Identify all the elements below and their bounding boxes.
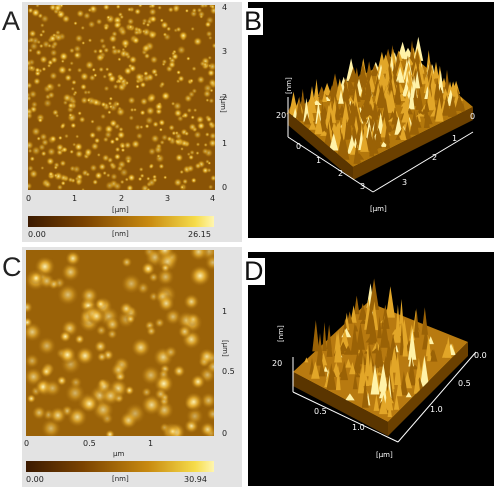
a-x-unit: [µm] [112,206,129,214]
a-y-tick-2: 2 [222,93,228,102]
b-side-tick-2: 2 [432,153,438,162]
panel-label-b: B [243,6,264,36]
b-side-tick-0: 0 [470,112,476,121]
b-z-unit: [nm] [285,77,293,94]
c-colorbar-min: 0.00 [26,475,44,484]
d-side-tick-0-5: 0.5 [458,379,471,388]
a-y-tick-0: 0 [222,183,228,192]
d-side-tick-1-0: 1.0 [430,405,443,414]
b-front-tick-0: 0 [296,142,302,151]
d-front-tick-0-5: 0.5 [314,407,327,416]
c-colorbar-max: 30.94 [184,475,207,484]
b-front-tick-2: 2 [338,169,344,178]
a-x-tick-2: 2 [119,194,125,203]
a-x-tick-1: 1 [72,194,78,203]
afm-3d-surface-d [292,278,477,443]
a-x-tick-3: 3 [165,194,171,203]
a-colorbar-max: 26.15 [188,230,211,239]
panel-label-c: C [2,252,22,282]
a-colorbar-min: 0.00 [28,230,46,239]
a-y-tick-1: 1 [222,139,228,148]
d-front-tick-1-0: 1.0 [352,423,365,432]
c-y-tick-0: 0 [222,429,228,438]
c-y-tick-1: 1 [222,307,228,316]
b-front-tick-3: 3 [360,182,366,191]
afm-2d-image-a [28,5,215,190]
panel-label-d: D [243,256,265,286]
b-side-tick-1: 1 [452,134,458,143]
a-colorbar [28,216,214,227]
afm-2d-image-c [26,250,214,436]
c-colorbar-unit: [nm] [112,475,129,483]
panel-label-a: A [2,6,21,36]
b-z-tick: 20 [276,111,287,120]
a-y-unit: [µm] [219,96,227,113]
b-front-tick-1: 1 [316,156,322,165]
c-y-unit: [µm] [221,340,229,357]
a-x-tick-0: 0 [26,194,32,203]
a-x-tick-4: 4 [210,194,216,203]
b-xy-unit: [µm] [370,205,387,213]
a-y-tick-4: 4 [222,3,228,12]
a-colorbar-unit: [nm] [112,230,129,238]
afm-3d-surface-b [286,36,474,193]
c-y-tick-0-5: 0.5 [222,367,235,376]
c-x-tick-0-5: 0.5 [83,439,96,448]
c-x-tick-1: 1 [148,439,154,448]
a-y-tick-3: 3 [222,47,228,56]
d-side-tick-0-0: 0.0 [474,351,487,360]
d-z-unit: [nm] [277,325,285,342]
b-side-tick-3: 3 [402,178,408,187]
c-x-unit: µm [113,450,125,458]
c-colorbar [26,461,214,472]
d-z-tick: 20 [272,359,283,368]
c-x-tick-0: 0 [24,439,30,448]
d-xy-unit: [µm] [376,451,393,459]
